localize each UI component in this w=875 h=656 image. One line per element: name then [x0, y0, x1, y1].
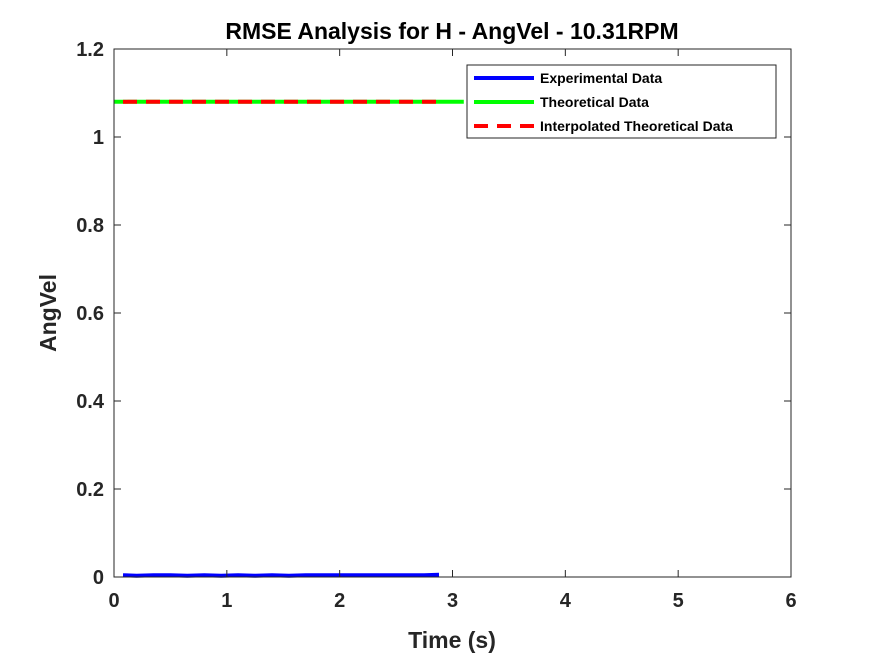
- x-tick-label: 5: [673, 590, 684, 612]
- y-tick-label: 0.4: [76, 391, 105, 413]
- y-tick-label: 1.2: [76, 39, 104, 61]
- x-tick-label: 0: [108, 590, 119, 612]
- y-axis-title: AngVel: [35, 274, 61, 352]
- x-tick-label: 2: [334, 590, 345, 612]
- x-tick-label: 4: [560, 590, 572, 612]
- y-tick-label: 1: [93, 127, 104, 149]
- legend-label-1: Experimental Data: [540, 70, 662, 86]
- x-tick-label: 1: [221, 590, 232, 612]
- legend-label-2: Theoretical Data: [540, 94, 649, 110]
- y-tick-label: 0.6: [76, 303, 104, 325]
- y-tick-label: 0.2: [76, 479, 104, 501]
- series-line-1: [122, 572, 440, 578]
- x-tick-label: 6: [785, 590, 796, 612]
- x-axis-title: Time (s): [408, 627, 496, 653]
- y-tick-label: 0: [93, 567, 104, 589]
- legend-label-3: Interpolated Theoretical Data: [540, 118, 733, 134]
- y-tick-label: 0.8: [76, 215, 104, 237]
- legend: Experimental Data Theoretical Data Interpo…: [466, 64, 777, 139]
- x-tick-label: 3: [447, 590, 458, 612]
- series-layer: [114, 99, 464, 578]
- axes-layer: 0 1 2 3 4 5 6 0 0.2 0.4 0.6 0.8 1 1.2: [76, 39, 796, 612]
- chart-title: RMSE Analysis for H - AngVel - 10.31RPM: [225, 18, 678, 44]
